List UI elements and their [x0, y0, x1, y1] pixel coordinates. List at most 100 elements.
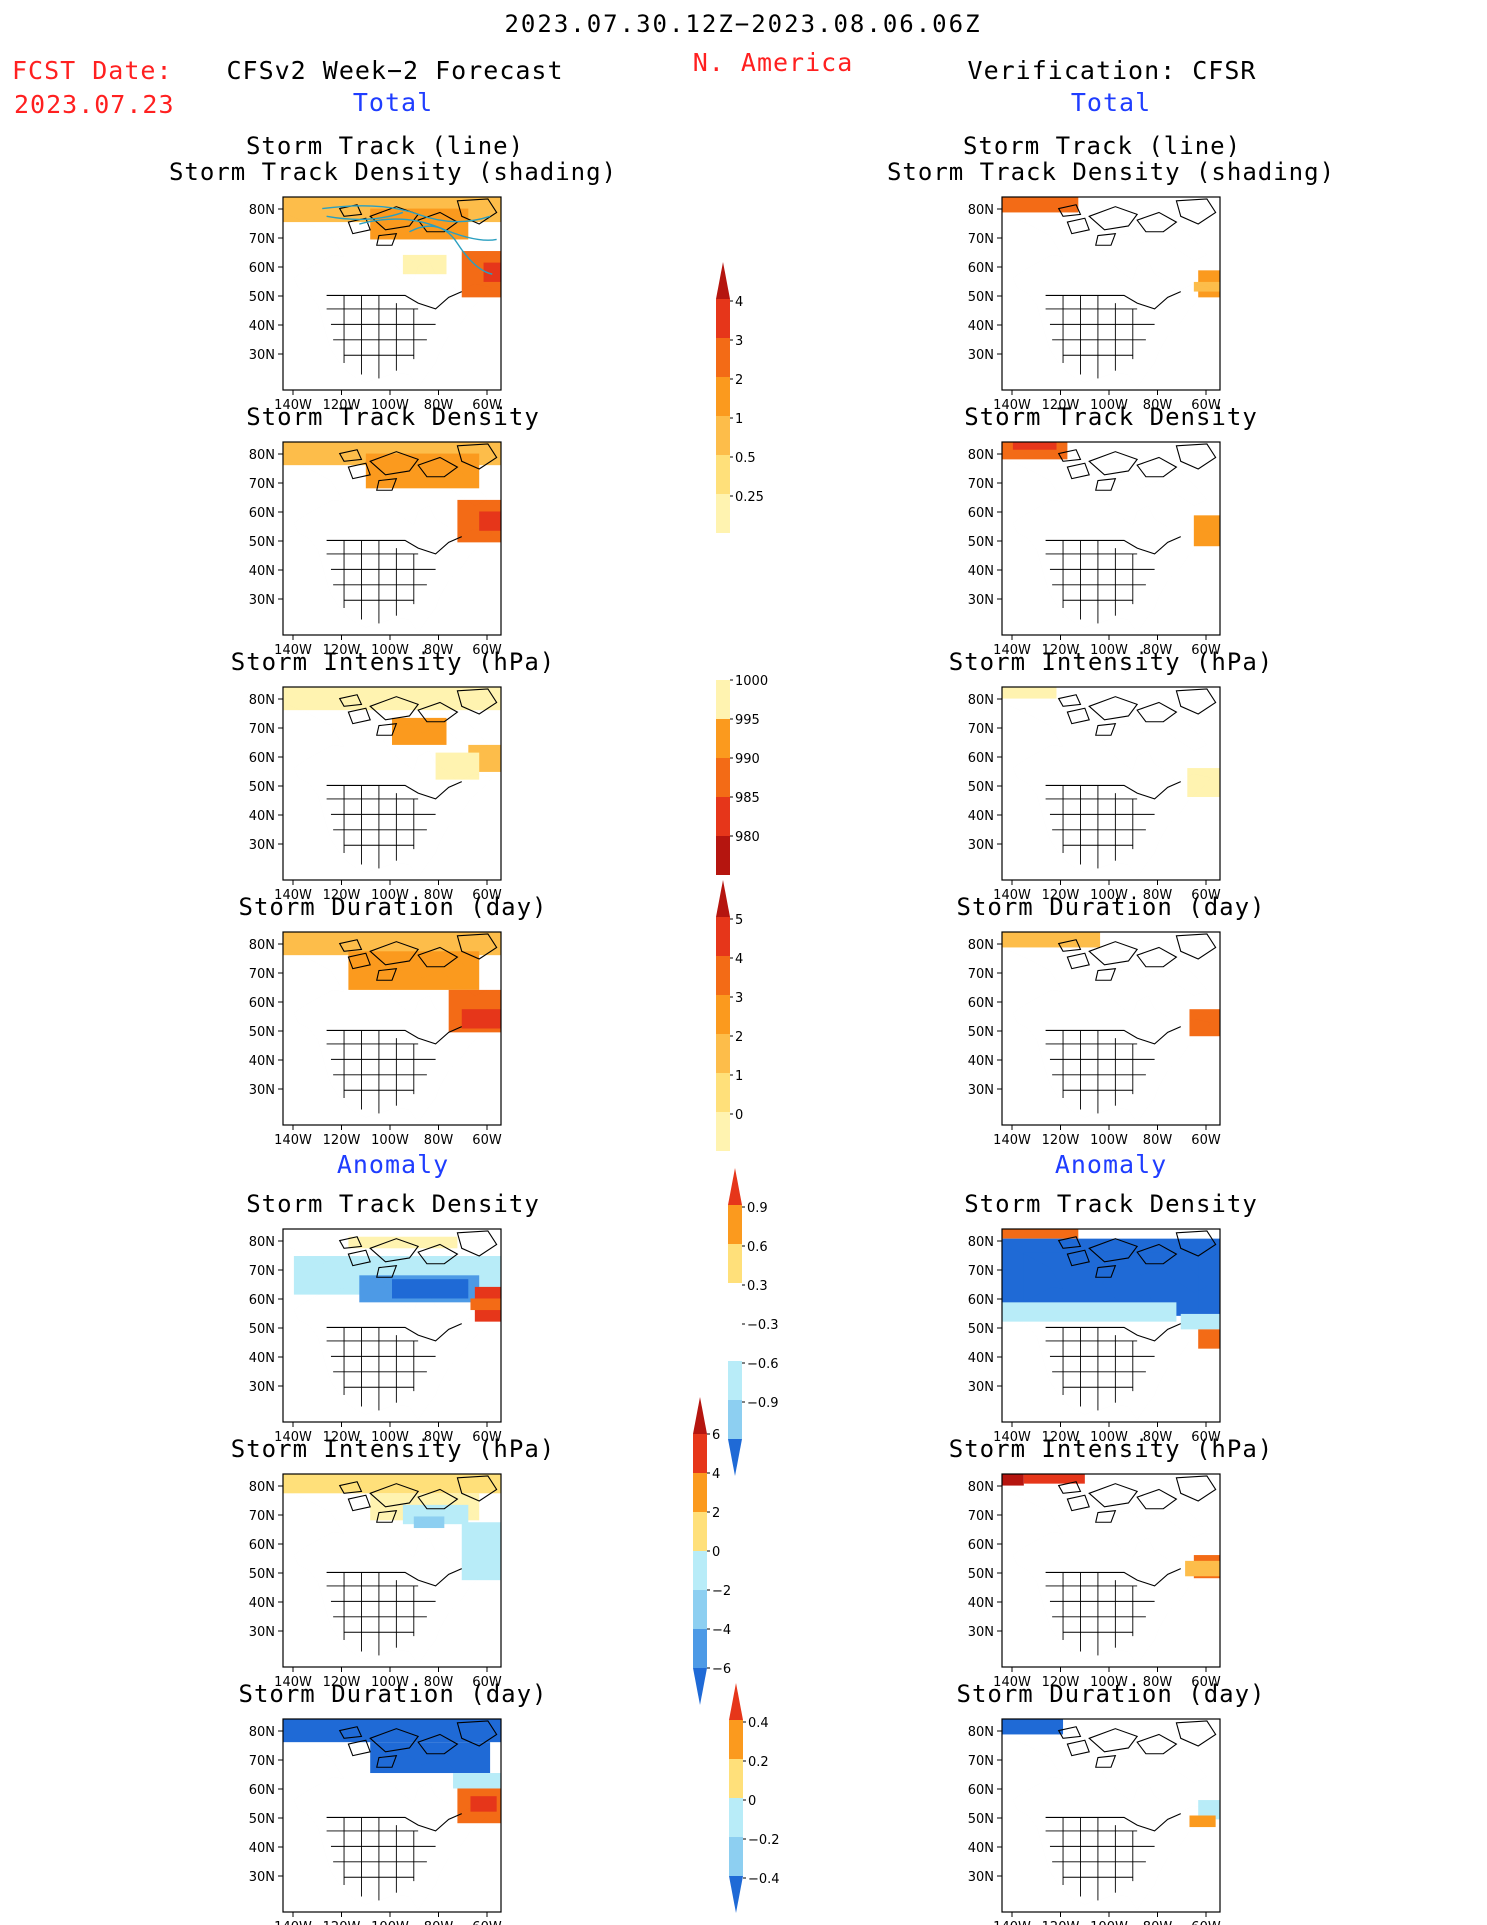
forecast-map-track-track-line-3: [327, 212, 403, 219]
forecast-map-density-anom-coastline: [287, 1241, 492, 1420]
verification-map-density-lon-label-140W: 140W: [993, 643, 1031, 658]
forecast-map-density-anom-lon-label-100W: 100W: [371, 1430, 409, 1445]
left-column-title: CFSv2 Week−2 Forecast: [226, 56, 564, 85]
verification-map-duration-anom-island-4: [1059, 1727, 1081, 1739]
forecast-map-density-anom-geography: [287, 1231, 496, 1420]
forecast-map-track-coastline: [287, 209, 492, 388]
colorbar-intensity-total-segment-3: [716, 758, 730, 797]
panel-title-ver-track-line: Storm Track (line): [962, 132, 1242, 160]
forecast-map-duration-lat-label-70N: 70N: [249, 967, 275, 982]
forecast-map-intensity-anom-lon-label-100W: 100W: [371, 1675, 409, 1690]
verification-map-track-lat-label-60N: 60N: [968, 261, 994, 276]
colorbar-intensity-anom-segment-1: [693, 1434, 707, 1473]
verification-map-intensity-anom-island-0: [1089, 1484, 1137, 1507]
verification-map-duration: 80N 70N 60N 50N 40N 30N 140W 120W 100W 80W 60W: [968, 931, 1221, 1148]
verification-map-duration-anom-lat-label-70N: 70N: [968, 1754, 994, 1769]
colorbar-duration-total-label-4: 1: [735, 1069, 743, 1084]
forecast-map-duration-island-2: [457, 934, 496, 959]
forecast-map-intensity-lon-label-100W: 100W: [371, 888, 409, 903]
forecast-map-duration-lat-label-50N: 50N: [249, 1025, 275, 1040]
verification-map-density-island-3: [1067, 463, 1089, 478]
verification-map-duration-island-0: [1089, 942, 1137, 965]
forecast-map-density-anom-lat-label-70N: 70N: [249, 1264, 275, 1279]
verification-map-intensity-anom-cell-3: [1185, 1560, 1220, 1577]
forecast-map-duration-anom-lon-label-140W: 140W: [274, 1920, 312, 1925]
panel-title-ver-track-shading: Storm Track Density (shading): [886, 158, 1336, 186]
forecast-map-density-anom: 80N 70N 60N 50N 40N 30N 140W 120W 100W 80W 60W: [249, 1228, 502, 1445]
verification-map-duration-anom-lon-label-60W: 60W: [1191, 1920, 1221, 1925]
verification-map-density-anom-lat-label-50N: 50N: [968, 1322, 994, 1337]
forecast-map-density-island-0: [370, 452, 418, 475]
verification-map-track-geography: [1006, 199, 1215, 388]
left-total-label: Total: [352, 88, 434, 117]
colorbar-duration-anom-label-2: 0: [748, 1794, 756, 1809]
verification-map-intensity-lat-label-30N: 30N: [968, 838, 994, 853]
forecast-map-density-anom-cell-5: [470, 1298, 501, 1311]
forecast-map-density-lat-label-30N: 30N: [249, 593, 275, 608]
forecast-map-duration-anom-lat-label-80N: 80N: [249, 1725, 275, 1740]
verification-map-density-lat-label-30N: 30N: [968, 593, 994, 608]
verification-map-duration-cell-1: [1189, 1009, 1220, 1037]
forecast-map-intensity-anom-cell-0: [283, 1474, 501, 1494]
colorbar-density-total-segment-5: [716, 455, 730, 494]
verification-map-intensity-anom-island-2: [1176, 1476, 1215, 1501]
forecast-map-intensity-lon-label-60W: 60W: [472, 888, 502, 903]
forecast-map-density-anom-island-2: [457, 1231, 496, 1256]
forecast-map-density-anom-lat-label-80N: 80N: [249, 1235, 275, 1250]
verification-map-duration-anom-island-5: [1096, 1756, 1116, 1768]
forecast-map-track-lat-label-60N: 60N: [249, 261, 275, 276]
verification-map-duration-anom-lat-label-40N: 40N: [968, 1841, 994, 1856]
verification-map-intensity-island-0: [1089, 697, 1137, 720]
verification-map-track-coastline: [1006, 209, 1211, 388]
verification-map-intensity-anom-geography: [1006, 1476, 1215, 1665]
verification-map-density-border: [1046, 537, 1181, 554]
forecast-map-duration-shading: [283, 932, 501, 1123]
forecast-map-intensity-island-1: [418, 702, 457, 721]
verification-map-intensity-lat-label-60N: 60N: [968, 751, 994, 766]
verification-map-intensity-shading: [1002, 687, 1220, 878]
verification-map-density-anom-lon-label-80W: 80W: [1143, 1430, 1173, 1445]
colorbar-intensity-total-label-3: 985: [735, 791, 760, 806]
forecast-map-duration-island-5: [377, 969, 397, 981]
verification-map-density-anom-cell-2: [1023, 1252, 1199, 1311]
forecast-map-intensity-anom-island-2: [457, 1476, 496, 1501]
panel-title-fcst-density-anom: Storm Track Density: [246, 1190, 540, 1218]
forecast-map-density-anom-frame: [282, 1228, 502, 1423]
forecast-map-intensity-anom: 80N 70N 60N 50N 40N 30N 140W 120W 100W 80W 60W: [249, 1473, 502, 1690]
verification-map-density-lon-label-80W: 80W: [1143, 643, 1173, 658]
forecast-map-duration-anom: 80N 70N 60N 50N 40N 30N 140W 120W 100W 80W 60W: [249, 1718, 502, 1925]
colorbar-intensity-total: 1000 995 990 985 980: [716, 674, 768, 875]
forecast-map-track-lat-label-80N: 80N: [249, 203, 275, 218]
forecast-map-track-track-line-0: [322, 206, 490, 222]
verification-map-intensity-coastline: [1006, 699, 1211, 878]
forecast-map-density-shading: [283, 442, 501, 633]
forecast-map-intensity-lat-label-50N: 50N: [249, 780, 275, 795]
forecast-map-density-lon-label-120W: 120W: [323, 643, 361, 658]
forecast-map-density-anom-island-5: [377, 1266, 397, 1278]
colorbar-duration-anom-segment-3: [729, 1798, 743, 1837]
verification-map-intensity-anom-lat-label-80N: 80N: [968, 1480, 994, 1495]
verification-map-track-island-4: [1059, 205, 1081, 217]
verification-map-density-anom-island-1: [1137, 1244, 1176, 1263]
colorbar-duration-anom-top-triangle: [729, 1683, 743, 1720]
forecast-map-intensity-coastline: [287, 699, 492, 878]
forecast-map-duration-anom-island-5: [377, 1756, 397, 1768]
verification-map-duration-anom-geography: [1006, 1721, 1215, 1910]
colorbar-intensity-anom-segment-2: [693, 1473, 707, 1512]
verification-map-duration-anom-lon-label-120W: 120W: [1042, 1920, 1080, 1925]
verification-map-track-island-0: [1089, 207, 1137, 230]
forecast-map-intensity-anom-coastline: [287, 1486, 492, 1665]
verification-map-density-anom-geography: [1006, 1231, 1215, 1420]
forecast-map-intensity-lat-label-60N: 60N: [249, 751, 275, 766]
verification-map-duration-lon-label-80W: 80W: [1143, 1133, 1173, 1148]
forecast-map-intensity-anom-lon-label-140W: 140W: [274, 1675, 312, 1690]
forecast-map-duration: 80N 70N 60N 50N 40N 30N 140W 120W 100W 80W 60W: [249, 931, 502, 1148]
colorbar-duration-total-label-0: 5: [735, 913, 743, 928]
forecast-map-duration-geography: [287, 934, 496, 1123]
forecast-map-density-island-4: [340, 450, 362, 462]
verification-map-density-anom-lat-label-40N: 40N: [968, 1351, 994, 1366]
verification-map-duration-anom-cell-1: [1198, 1800, 1220, 1820]
panel-title-fcst-duration-anom: Storm Duration (day): [238, 1680, 548, 1708]
forecast-map-density-frame: [282, 441, 502, 636]
verification-map-track-lat-label-40N: 40N: [968, 319, 994, 334]
